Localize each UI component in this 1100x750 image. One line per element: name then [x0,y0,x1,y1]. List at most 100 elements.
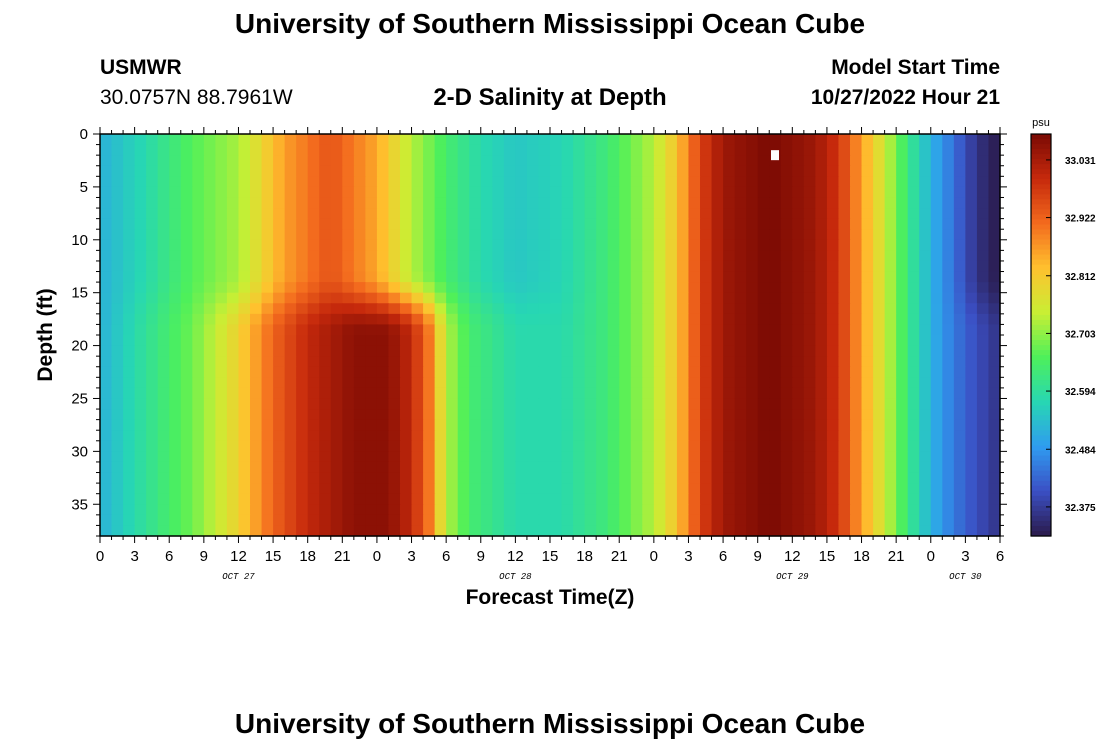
colorbar-tick-label: 32.484 [1065,445,1096,456]
heatmap-cell [803,483,816,495]
heatmap-cell [688,282,701,294]
heatmap-cell [469,176,482,188]
heatmap-cell [838,335,851,347]
heatmap-cell [284,186,297,199]
heatmap-cell [330,366,343,378]
heatmap-cell [700,197,713,209]
heatmap-cell [134,335,147,347]
heatmap-cell [676,409,690,421]
heatmap-cell [515,282,528,294]
colorbar-segment [1031,229,1051,236]
heatmap-cell [123,366,136,378]
heatmap-cell [723,335,736,347]
heatmap-cell [711,144,724,156]
heatmap-cell [665,514,678,527]
heatmap-cell [711,292,724,304]
heatmap-cell [376,525,390,537]
heatmap-cell [596,461,609,474]
heatmap-cell [561,197,574,209]
heatmap-cell [111,134,124,146]
heatmap-cell [953,292,966,304]
heatmap-cell [584,292,597,304]
heatmap-cell [134,313,147,326]
heatmap-cell [561,176,574,188]
heatmap-cell [492,165,505,177]
heatmap-cell [803,144,816,156]
heatmap-cell [469,134,482,146]
heatmap-cell [665,419,678,431]
heatmap-cell [942,387,955,400]
colorbar-segment [1031,309,1051,316]
heatmap-cell [273,451,286,463]
heatmap-cell [503,250,516,262]
heatmap-cell [780,134,793,146]
heatmap-cell [330,398,343,410]
colorbar-segment [1031,440,1051,447]
heatmap-cell [469,292,482,304]
heatmap-cell [723,218,736,230]
heatmap-cell [550,144,563,156]
heatmap-cell [573,440,586,452]
heatmap-cell [700,472,713,484]
heatmap-cell [653,440,666,452]
heatmap-cell [561,292,574,304]
heatmap-cell [757,419,770,431]
heatmap-cell [469,440,482,452]
heatmap-cell [976,419,990,431]
heatmap-cell [526,303,540,315]
heatmap-cell [388,144,401,156]
heatmap-cell [884,398,897,410]
heatmap-cell [238,345,251,357]
model-start-value: 10/27/2022 Hour 21 [810,86,1000,109]
heatmap-cell [573,356,586,368]
heatmap-cell [642,218,655,230]
heatmap-cell [226,176,240,188]
heatmap-cell [480,493,493,505]
heatmap-cell [734,155,747,167]
heatmap-cell [284,504,297,516]
heatmap-cell [353,208,366,220]
heatmap-cell [653,134,666,146]
heatmap-cell [157,366,170,378]
heatmap-cell [953,387,966,400]
heatmap-cell [446,282,459,294]
heatmap-cell [538,483,551,495]
heatmap-cell [976,303,990,315]
heatmap-cell [330,292,343,304]
heatmap-cell [457,451,470,463]
heatmap-cell [388,356,401,368]
heatmap-cell [100,313,113,326]
heatmap-cell [769,208,782,220]
heatmap-cell [365,165,378,177]
heatmap-cell [538,197,551,209]
heatmap-cell [146,155,159,167]
heatmap-cell [769,239,782,251]
heatmap-cell [596,292,609,304]
heatmap-cell [688,229,701,241]
heatmap-cell [826,525,840,537]
heatmap-cell [907,356,920,368]
heatmap-cell [780,144,793,156]
heatmap-cell [803,176,816,188]
heatmap-cell [930,461,943,474]
heatmap-cell [469,271,482,283]
heatmap-cell [873,282,886,294]
heatmap-cell [503,409,516,421]
heatmap-cell [873,208,886,220]
heatmap-cell [988,472,1001,484]
heatmap-cell [250,430,263,442]
heatmap-cell [469,451,482,463]
heatmap-cell [965,345,978,357]
heatmap-cell [676,398,690,410]
heatmap-cell [169,493,182,505]
heatmap-cell [146,366,159,378]
heatmap-cell [388,292,401,304]
heatmap-cell [480,409,493,421]
heatmap-cell [792,335,805,347]
heatmap-cell [873,292,886,304]
heatmap-cell [596,324,609,336]
heatmap-cell [146,514,159,527]
heatmap-cell [965,208,978,220]
heatmap-cell [261,271,274,283]
heatmap-cell [123,218,136,230]
